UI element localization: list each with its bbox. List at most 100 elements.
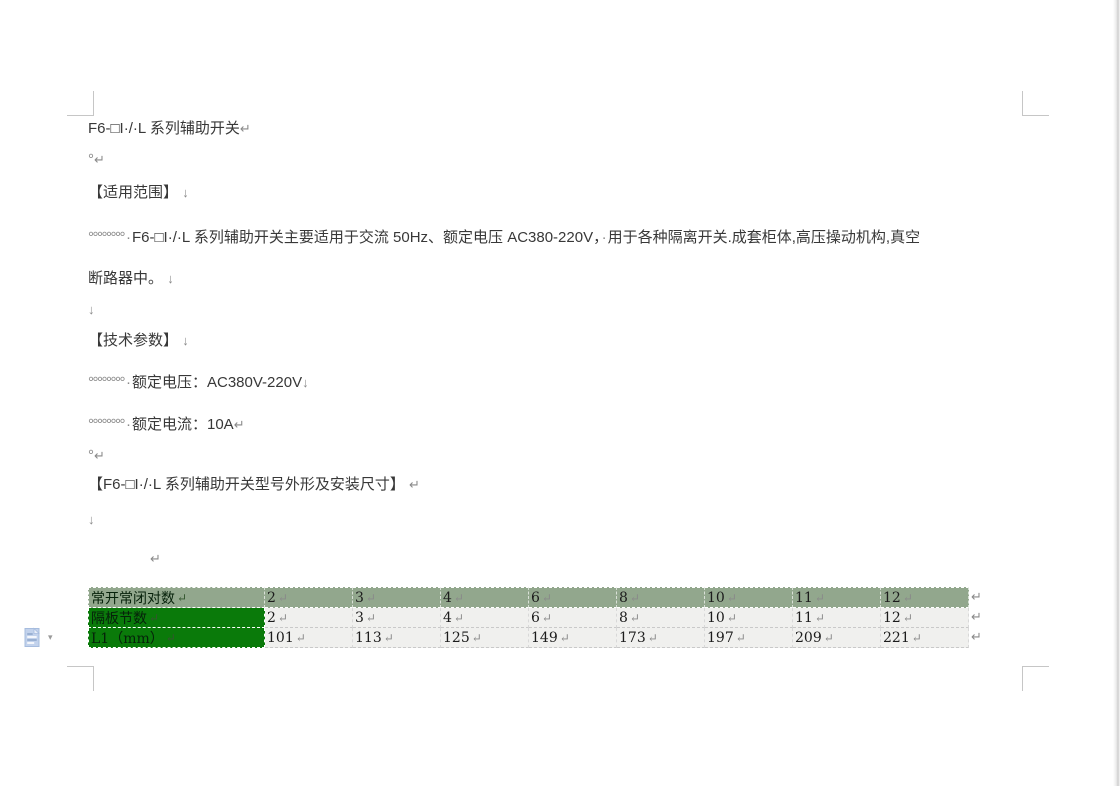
value-cell[interactable]: 209 ↵	[793, 628, 881, 648]
dropdown-arrow-icon[interactable]: ▾	[48, 632, 53, 642]
value-cell[interactable]: 3 ↵	[353, 608, 441, 628]
empty-paragraph[interactable]: ↵	[150, 549, 161, 569]
empty-paragraph[interactable]: °↵	[88, 446, 105, 466]
doc-title: F6-□I·/·L 系列辅助开关	[88, 120, 240, 137]
row-label-cell[interactable]: L1（mm） ↵	[88, 628, 265, 648]
table-row: L1（mm） ↵ 101 ↵ 113 ↵ 125 ↵ 149 ↵ 173 ↵ 197 ↵ 209 ↵ 221 ↵	[88, 628, 969, 648]
value-cell[interactable]: 8 ↵	[617, 587, 705, 608]
line-break-mark: ↓	[302, 375, 309, 390]
paragraph-mark: ↵	[726, 590, 737, 605]
window-right-border	[1113, 0, 1120, 786]
paragraph-mark: ↵	[735, 630, 746, 645]
value-cell[interactable]: 197 ↵	[705, 628, 793, 648]
heading-text: 【F6-□I·/·L 系列辅助开关型号外形及安装尺寸】	[88, 476, 405, 493]
heading-dimensions[interactable]: 【F6-□I·/·L 系列辅助开关型号外形及安装尺寸】 ↵	[88, 475, 420, 495]
heading-scope[interactable]: 【适用范围】 ↓	[88, 183, 189, 203]
empty-line[interactable]: ↓	[88, 510, 95, 530]
fullwidth-space-mark: °	[88, 151, 94, 168]
paragraph-mark: ↵	[453, 610, 464, 625]
paragraph-mark: ↵	[902, 610, 913, 625]
cell-text: 12	[883, 609, 901, 626]
row-label-cell[interactable]: 隔板节数 ↵	[88, 608, 265, 628]
paragraph-scope-line1[interactable]: °°°°°°°° ·F6-□I·/·L 系列辅助开关主要适用于交流 50Hz、额定…	[88, 228, 920, 248]
value-cell[interactable]: 113 ↵	[353, 628, 441, 648]
value-cell[interactable]: 2 ↵	[265, 608, 353, 628]
paragraph-mark: ↵	[629, 610, 640, 625]
value-cell[interactable]: 173 ↵	[617, 628, 705, 648]
value-cell[interactable]: 3 ↵	[353, 587, 441, 608]
param-voltage-line[interactable]: °°°°°°°° ·额定电压：AC380V-220V↓	[88, 373, 309, 393]
cell-text: 2	[267, 609, 276, 626]
value-cell[interactable]: 12 ↵	[881, 587, 969, 608]
paragraph-mark: ↵	[541, 610, 552, 625]
line-break-mark: ↓	[167, 271, 174, 286]
paragraph-mark: ↵	[559, 630, 570, 645]
value-cell[interactable]: 11 ↵	[793, 587, 881, 608]
empty-paragraph[interactable]: °↵	[88, 150, 105, 170]
line-break-mark: ↓	[182, 185, 189, 200]
paragraph-mark: ↵	[295, 630, 306, 645]
value-cell[interactable]: 12 ↵	[881, 608, 969, 628]
cell-text: 173	[619, 629, 646, 646]
table-row: 隔板节数 ↵ 2 ↵ 3 ↵ 4 ↵ 6 ↵ 8 ↵ 10 ↵ 11 ↵ 12 ↵	[88, 608, 969, 628]
value-cell[interactable]: 125 ↵	[441, 628, 529, 648]
row-label-cell[interactable]: 常开常闭对数 ↵	[88, 587, 265, 608]
value-cell[interactable]: 149 ↵	[529, 628, 617, 648]
value-cell[interactable]: 6 ↵	[529, 587, 617, 608]
value-cell[interactable]: 6 ↵	[529, 608, 617, 628]
value-cell[interactable]: 11 ↵	[793, 608, 881, 628]
cell-text: 11	[795, 589, 813, 606]
row-end-mark: ↵	[971, 629, 982, 644]
fullwidth-space-run: °°°°°°°°	[88, 374, 126, 391]
empty-line[interactable]: ↓	[88, 300, 95, 320]
line-break-mark: ↓	[182, 333, 189, 348]
value-cell[interactable]: 4 ↵	[441, 608, 529, 628]
text-boundary-mark	[1022, 666, 1049, 691]
value-cell[interactable]: 221 ↵	[881, 628, 969, 648]
paragraph-scope-line2[interactable]: 断路器中。 ↓	[88, 269, 174, 289]
paragraph-mark: ↵	[902, 590, 913, 605]
cell-text: 3	[355, 589, 364, 606]
line-break-mark: ↓	[88, 302, 95, 317]
cell-text: 2	[267, 589, 276, 606]
value-cell[interactable]: 4 ↵	[441, 587, 529, 608]
paragraph-text: 用于各种隔离开关.成套柜体,高压操动机构,真空	[607, 229, 921, 246]
spec-table[interactable]: 常开常闭对数 ↵ 2 ↵ 3 ↵ 4 ↵ 6 ↵ 8 ↵ 10 ↵ 11 ↵ 12 ↵ 隔板节数 ↵ 2 ↵ 3 ↵ 4 ↵ 6 ↵ 8…	[88, 587, 969, 648]
paragraph-mark: ↵	[239, 121, 251, 136]
param-text: 额定电压：AC380V-220V	[132, 374, 303, 391]
paragraph-mark: ↵	[365, 610, 376, 625]
cell-text: 10	[707, 609, 725, 626]
cell-text: 11	[795, 609, 813, 626]
value-cell[interactable]: 101 ↵	[265, 628, 353, 648]
paragraph-mark: ↵	[453, 590, 464, 605]
space-mark: ·	[126, 374, 131, 391]
line-break-mark: ↓	[88, 512, 95, 527]
paragraph-mark: ↵	[383, 630, 394, 645]
doc-title-line[interactable]: F6-□I·/·L 系列辅助开关↵	[88, 119, 251, 139]
row-end-mark: ↵	[971, 609, 982, 624]
paragraph-mark: ↵	[471, 630, 482, 645]
cell-text: L1（mm）	[91, 630, 164, 647]
heading-text: 【技术参数】	[88, 332, 179, 349]
paragraph-mark: ↵	[911, 630, 922, 645]
value-cell[interactable]: 8 ↵	[617, 608, 705, 628]
value-cell[interactable]: 10 ↵	[705, 587, 793, 608]
paragraph-text: F6-□I·/·L 系列辅助开关主要适用于交流 50Hz、额定电压 AC380-…	[132, 229, 601, 246]
cell-text: 221	[883, 629, 910, 646]
heading-text: 【适用范围】	[88, 184, 179, 201]
fullwidth-space-run: °°°°°°°°	[88, 229, 126, 246]
heading-params[interactable]: 【技术参数】 ↓	[88, 331, 189, 351]
paragraph-mark: ↵	[541, 590, 552, 605]
value-cell[interactable]: 10 ↵	[705, 608, 793, 628]
param-current-line[interactable]: °°°°°°°° ·额定电流：10A↵	[88, 415, 245, 435]
paragraph-mark: ↵	[726, 610, 737, 625]
paragraph-mark: ↵	[94, 448, 105, 463]
paragraph-mark: ↵	[165, 630, 176, 645]
paste-options-icon	[24, 627, 40, 647]
paragraph-mark: ↵	[177, 590, 188, 605]
paste-options-button[interactable]: ▾	[24, 627, 60, 651]
cell-text: 3	[355, 609, 364, 626]
paragraph-mark: ↵	[277, 610, 288, 625]
value-cell[interactable]: 2 ↵	[265, 587, 353, 608]
